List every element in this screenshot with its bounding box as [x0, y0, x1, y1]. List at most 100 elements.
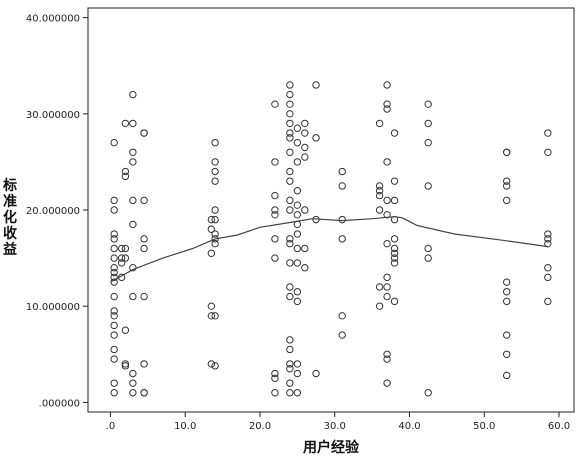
- scatter-point: [211, 215, 219, 224]
- scatter-point: [286, 336, 294, 344]
- scatter-point: [424, 119, 432, 128]
- scatter-point: [383, 283, 391, 291]
- scatter-point: [338, 215, 346, 224]
- scatter-point: [271, 100, 279, 108]
- scatter-point: [424, 138, 432, 147]
- scatter-point: [286, 81, 294, 89]
- scatter-point: [129, 369, 137, 378]
- scatter-point: [286, 389, 294, 397]
- scatter-point: [338, 182, 346, 190]
- scatter-point: [140, 292, 148, 301]
- scatter-point: [293, 138, 302, 147]
- scatter-point: [140, 389, 148, 397]
- scatter-point: [110, 235, 118, 243]
- scatter-point: [211, 138, 219, 147]
- scatter-point: [375, 302, 384, 310]
- scatter-point: [129, 90, 137, 99]
- scatter-point: [503, 331, 511, 339]
- scatter-point: [211, 312, 219, 320]
- scatter-point: [390, 244, 399, 253]
- y-axis-label-char: 益: [3, 241, 17, 258]
- scatter-point: [286, 239, 294, 248]
- scatter-point: [503, 297, 511, 306]
- fit-line-group: [110, 216, 548, 283]
- y-tick-label: .000000: [39, 398, 80, 409]
- scatter-point: [286, 134, 294, 142]
- scatter-point: [129, 148, 137, 156]
- scatter-point: [271, 374, 279, 383]
- scatter-point: [383, 105, 391, 113]
- scatter-point: [286, 100, 294, 108]
- scatter-point: [544, 273, 552, 282]
- x-axis-ticks: .0 10.0 20.0 30.0 40.0 50.0 60.0: [106, 412, 570, 432]
- scatter-point: [286, 206, 294, 214]
- scatter-point: [293, 230, 302, 238]
- scatter-point: [383, 158, 391, 166]
- scatter-point: [286, 235, 294, 243]
- scatter-point: [293, 158, 302, 166]
- plot-area: [87, 7, 575, 413]
- x-tick-label: 30.0: [324, 421, 346, 432]
- scatter-point: [271, 235, 279, 243]
- scatter-point: [110, 321, 118, 330]
- y-tick-label: 30.000000: [26, 110, 80, 121]
- scatter-point: [293, 124, 302, 132]
- scatter-point: [301, 153, 309, 161]
- scatter-point: [211, 158, 219, 166]
- scatter-point: [390, 235, 399, 243]
- scatter-points: [110, 81, 552, 397]
- scatter-point: [286, 360, 294, 368]
- scatter-point: [338, 235, 346, 243]
- scatter-point: [338, 312, 346, 320]
- scatter-point: [383, 273, 391, 282]
- scatter-point: [375, 283, 384, 291]
- scatter-point: [286, 259, 294, 267]
- scatter-point: [121, 362, 130, 370]
- scatter-point: [207, 249, 216, 257]
- scatter-point: [301, 129, 309, 137]
- scatter-point: [207, 302, 216, 310]
- x-tick-label: 60.0: [548, 421, 570, 432]
- x-tick-label: 10.0: [174, 421, 196, 432]
- scatter-point: [301, 264, 309, 272]
- scatter-point: [544, 297, 552, 306]
- y-axis-label-char: 化: [3, 209, 17, 226]
- scatter-point: [544, 235, 552, 243]
- y-tick-label: 20.000000: [26, 206, 80, 217]
- scatter-point: [110, 264, 118, 272]
- scatter-point: [286, 167, 294, 176]
- scatter-point: [271, 206, 279, 214]
- scatter-point: [503, 148, 511, 156]
- scatter-point: [110, 389, 118, 397]
- y-axis-label-char: 准: [3, 193, 17, 210]
- scatter-point: [110, 355, 118, 363]
- scatter-point: [293, 389, 302, 397]
- scatter-point: [338, 331, 346, 339]
- scatter-point: [207, 225, 216, 233]
- scatter-point: [390, 196, 399, 205]
- scatter-point: [503, 350, 511, 358]
- scatter-point: [110, 268, 118, 277]
- scatter-point: [390, 249, 399, 257]
- scatter-point: [390, 259, 399, 267]
- scatter-point: [286, 110, 294, 118]
- scatter-point: [211, 230, 219, 238]
- scatter-point: [503, 182, 511, 190]
- scatter-point: [293, 187, 302, 195]
- scatter-point: [286, 119, 294, 128]
- scatter-point: [312, 369, 320, 378]
- scatter-point: [121, 167, 130, 176]
- scatter-point: [286, 129, 294, 137]
- scatter-point: [293, 244, 302, 253]
- scatter-point: [140, 244, 148, 253]
- scatter-point: [301, 206, 309, 214]
- scatter-point: [390, 254, 399, 262]
- scatter-point: [544, 129, 552, 137]
- scatter-point: [312, 134, 320, 142]
- fit-line: [110, 216, 548, 283]
- scatter-point: [293, 288, 302, 296]
- scatter-point: [117, 244, 126, 253]
- scatter-point: [286, 283, 294, 291]
- scatter-point: [424, 244, 432, 253]
- scatter-point: [544, 230, 552, 238]
